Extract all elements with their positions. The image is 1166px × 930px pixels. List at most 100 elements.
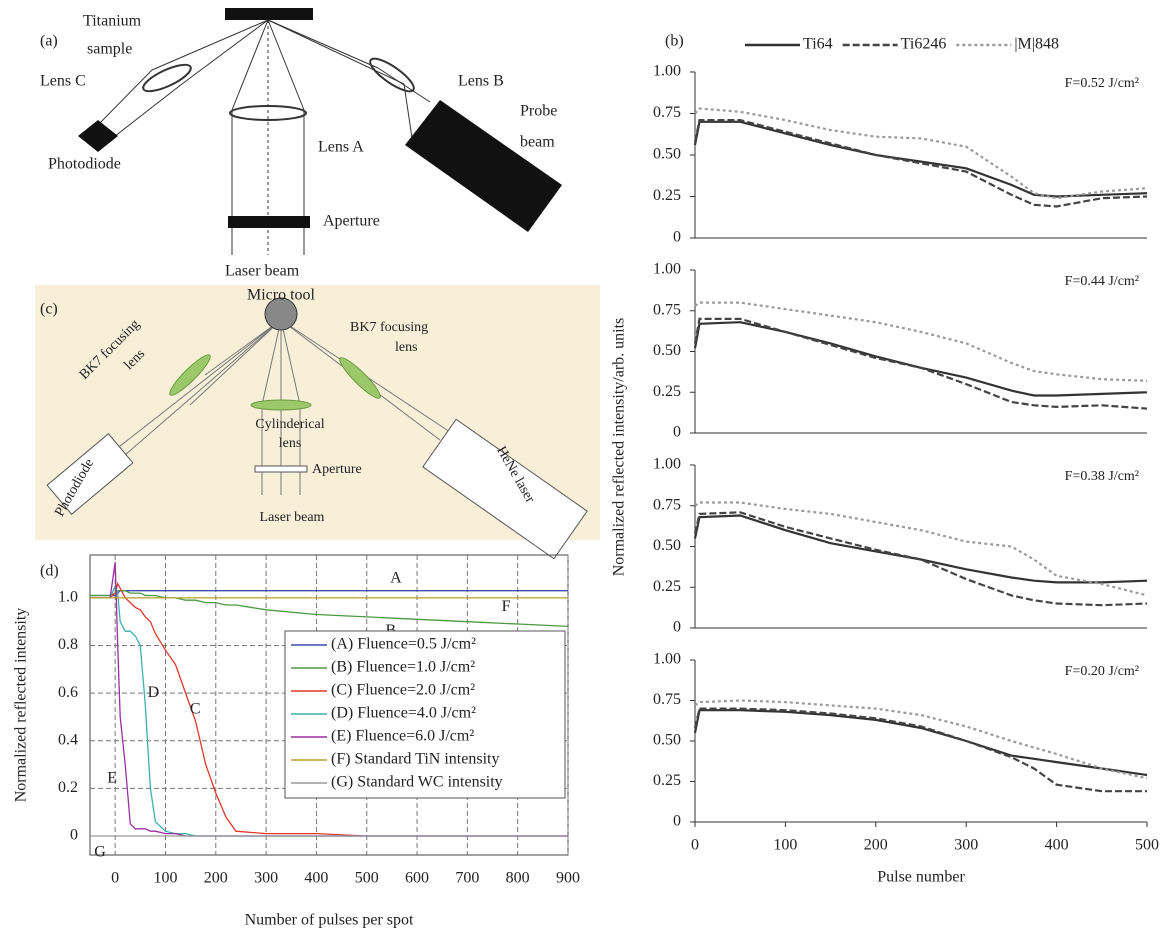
annotation: F=0.44 J/cm² [1065, 274, 1139, 289]
label: Laser beam [225, 263, 300, 280]
y-axis-label: Normalized reflected intensity [13, 608, 30, 803]
x-tick-label: 300 [254, 870, 278, 887]
y-tick-label: 0.75 [653, 496, 681, 513]
y-tick-label: 1.00 [653, 456, 681, 473]
micro-tool [264, 297, 298, 331]
label: Titanium [83, 13, 142, 30]
panel-label: (a) [40, 33, 58, 50]
annotation: F=0.20 J/cm² [1065, 664, 1139, 679]
x-tick-label: 400 [304, 870, 328, 887]
x-tick-label: 300 [954, 837, 978, 854]
x-axis-label: Pulse number [877, 869, 965, 886]
legend-label: (D) Fluence=4.0 J/cm² [331, 705, 476, 722]
annotation: G [94, 843, 106, 860]
series-line [693, 120, 1148, 198]
y-tick-label: 0 [673, 619, 681, 636]
x-tick-label: 900 [556, 870, 580, 887]
y-tick-label: 1.00 [653, 261, 681, 278]
legend-label: Ti6246 [901, 36, 947, 53]
legend-label: (A) Fluence=0.5 J/cm² [331, 636, 476, 653]
label: Aperture [312, 462, 362, 477]
annotation: E [107, 769, 117, 786]
x-tick-label: 0 [691, 837, 699, 854]
x-tick-label: 600 [405, 870, 429, 887]
diagram-a [78, 8, 562, 255]
annotation: F=0.52 J/cm² [1065, 76, 1139, 91]
y-tick-label: 0.25 [653, 772, 681, 789]
x-tick-label: 700 [455, 870, 479, 887]
x-tick-label: 400 [1045, 837, 1069, 854]
label: Lens C [40, 73, 86, 90]
series-line [90, 590, 568, 597]
photodiode [46, 433, 134, 515]
label: lens [395, 340, 418, 355]
legend: (A) Fluence=0.5 J/cm² (B) Fluence=1.0 J/c… [284, 630, 566, 799]
annotation: C [190, 700, 201, 717]
x-tick-label: 500 [1135, 837, 1159, 854]
annotation: D [148, 684, 160, 701]
lens-c [142, 63, 192, 93]
series-line [693, 119, 1148, 208]
legend-label: (F) Standard TiN intensity [331, 751, 499, 768]
y-tick-label: 1.00 [653, 651, 681, 668]
y-tick-label: 0.75 [653, 104, 681, 121]
label: Laser beam [260, 510, 325, 525]
photodiode [78, 120, 118, 152]
x-tick-label: 800 [506, 870, 530, 887]
series-line [694, 107, 1148, 200]
panel-label: (d) [40, 563, 59, 580]
label: lens [279, 436, 302, 451]
y-tick-label: 0.25 [653, 383, 681, 400]
y-tick-label: 0 [673, 229, 681, 246]
y-tick-label: 0.25 [653, 578, 681, 595]
x-tick-label: 100 [153, 870, 177, 887]
x-tick-label: 200 [864, 837, 888, 854]
probe-beam [405, 100, 562, 232]
plot-frame [89, 554, 569, 856]
aperture [228, 216, 310, 228]
y-tick-label: 0.6 [58, 684, 78, 701]
y-tick-label: 0 [673, 424, 681, 441]
label: Cylinderical [255, 417, 324, 432]
diagram-c [35, 285, 600, 560]
series-line [693, 514, 1148, 584]
y-tick-label: 0.25 [653, 187, 681, 204]
aperture [254, 465, 308, 473]
label: Micro tool [247, 287, 316, 304]
annotation: F [502, 598, 511, 615]
lens [339, 357, 381, 399]
label: beam [520, 134, 555, 151]
y-tick-label: 0.50 [653, 732, 681, 749]
lens-a [229, 105, 307, 121]
legend-label: (G) Standard WC intensity [331, 774, 503, 791]
series-line [90, 590, 569, 628]
y-axis-label: Normalized reflected intensity/arb. unit… [611, 318, 628, 577]
series-line [694, 699, 1148, 780]
series-line [694, 301, 1148, 382]
x-axis-label: Number of pulses per spot [245, 912, 414, 929]
label: Lens A [318, 139, 364, 156]
legend-box [284, 630, 566, 799]
series-line [693, 709, 1148, 777]
panel-label: (c) [40, 301, 58, 318]
label: BK7 focusing [350, 320, 428, 335]
panel-label: (b) [665, 33, 684, 50]
lens [250, 399, 312, 411]
y-tick-label: 0.8 [58, 636, 78, 653]
y-tick-label: 0.50 [653, 146, 681, 163]
legend-label: |M|848 [1014, 36, 1059, 53]
x-tick-label: 200 [204, 870, 228, 887]
y-tick-label: 0.50 [653, 537, 681, 554]
series-line [693, 511, 1148, 607]
beam-lines [94, 19, 431, 255]
annotation: F=0.38 J/cm² [1065, 469, 1139, 484]
y-tick-label: 1.00 [653, 63, 681, 80]
y-tick-label: 0.50 [653, 342, 681, 359]
legend-label: Ti64 [803, 36, 833, 53]
label: Photodiode [48, 156, 121, 173]
x-tick-label: 0 [111, 870, 119, 887]
sample [225, 8, 313, 20]
y-tick-label: 0 [673, 813, 681, 830]
y-tick-label: 0.2 [58, 779, 78, 796]
